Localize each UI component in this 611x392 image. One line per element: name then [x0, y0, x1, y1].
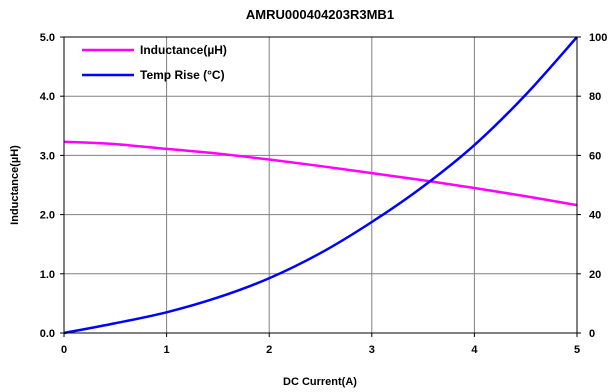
y2-tick-label-0: 0	[589, 328, 595, 340]
legend-label-0: Inductance(µH)	[140, 43, 227, 57]
x-tick-labels: 0 1 2 3 4 5	[61, 333, 580, 356]
y2-tick-label-5: 100	[589, 32, 607, 44]
x-tick-label-4: 4	[471, 344, 478, 356]
plot-frame	[63, 36, 578, 334]
x-tick-label-1: 1	[164, 344, 170, 356]
y2-tick-labels: 0 20 40 60 80 100	[577, 32, 607, 340]
x-tick-label-5: 5	[574, 344, 580, 356]
series-layer	[63, 36, 578, 335]
y-tick-label-2: 2.0	[40, 210, 55, 222]
x-tick-label-0: 0	[61, 344, 67, 356]
y2-tick-label-2: 40	[589, 210, 601, 222]
y2-tick-label-1: 20	[589, 269, 601, 281]
y2-tick-label-4: 80	[589, 91, 601, 103]
legend: Inductance(µH) Temp Rise (°C)	[82, 43, 227, 82]
y-tick-labels: 0.0 1.0 2.0 3.0 4.0 5.0	[40, 32, 64, 340]
x-tick-label-2: 2	[266, 344, 272, 356]
x-tick-label-3: 3	[369, 344, 375, 356]
y-tick-label-1: 1.0	[40, 269, 55, 281]
y2-tick-label-3: 60	[589, 150, 601, 162]
x-axis-label: DC Current(A)	[283, 376, 357, 388]
y-tick-label-3: 3.0	[40, 150, 55, 162]
y-tick-label-4: 4.0	[40, 91, 55, 103]
legend-label-1: Temp Rise (°C)	[140, 68, 225, 82]
chart-title: AMRU000404203R3MB1	[246, 7, 394, 22]
y-tick-label-0: 0.0	[40, 328, 55, 340]
y-tick-label-5: 5.0	[40, 32, 55, 44]
series-line-1	[63, 36, 578, 335]
series-line-0	[63, 140, 578, 207]
y-axis-label: Inductance(µH)	[9, 145, 21, 225]
